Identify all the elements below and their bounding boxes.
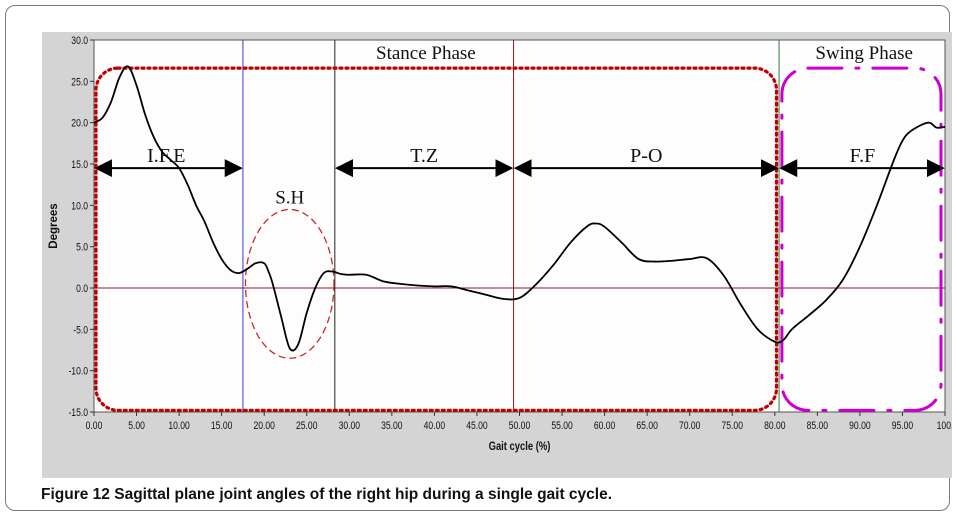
y-tick-label: -5.0 — [73, 324, 88, 336]
caption-text: Sagittal plane joint angles of the right… — [114, 486, 613, 503]
y-tick-label: 25.0 — [71, 76, 88, 88]
x-tick-label: 25.00 — [296, 420, 318, 432]
x-tick-label: 55.00 — [551, 420, 573, 432]
y-tick-label: -15.0 — [68, 407, 88, 419]
y-tick-label: 5.0 — [76, 242, 88, 254]
x-tick-label: 10.00 — [168, 420, 190, 432]
caption-label: Figure 12 — [41, 486, 110, 503]
y-tick-label: 10.0 — [71, 200, 88, 212]
x-tick-label: 0.00 — [86, 420, 103, 432]
figure-caption: Figure 12 Sagittal plane joint angles of… — [41, 486, 612, 504]
x-tick-label: 65.00 — [636, 420, 658, 432]
segment-label: P-O — [630, 145, 662, 167]
x-tick-label: 15.00 — [211, 420, 233, 432]
x-tick-label: 90.00 — [849, 420, 871, 432]
x-tick-label: 100. — [937, 420, 952, 432]
figure-frame: 30.0 25.0 20.0 15.0 10.0 5.0 0.0 -5.0 -10.0 -15.0… — [5, 5, 952, 511]
hip-angle-line — [93, 65, 946, 352]
x-tick-label: 40.00 — [424, 420, 446, 432]
sh-label: S.H — [275, 187, 304, 208]
x-tick-label: 35.00 — [381, 420, 403, 432]
y-axis-label: Degrees — [48, 203, 60, 248]
y-tick-label: 15.0 — [71, 159, 88, 171]
x-tick-label: 30.00 — [339, 420, 361, 432]
x-tick-label: 95.00 — [892, 420, 914, 432]
x-tick-label: 70.00 — [679, 420, 701, 432]
phase-title: Swing Phase — [815, 43, 913, 64]
chart-panel: 30.0 25.0 20.0 15.0 10.0 5.0 0.0 -5.0 -10.0 -15.0… — [42, 32, 952, 478]
swing-region-outline — [780, 66, 943, 412]
y-tick-label: 30.0 — [71, 35, 88, 47]
x-tick-label: 50.00 — [509, 420, 531, 432]
y-tick-label: -10.0 — [68, 366, 88, 378]
x-tick-label: 80.00 — [764, 420, 786, 432]
x-axis-label: Gait cycle (%) — [489, 440, 551, 453]
y-tick-label: 0.0 — [76, 283, 88, 295]
x-tick-label: 5.00 — [128, 420, 145, 432]
x-tick-label: 60.00 — [594, 420, 616, 432]
x-tick-label: 45.00 — [466, 420, 488, 432]
x-tick-label: 20.00 — [253, 420, 275, 432]
phase-title: Stance Phase — [376, 43, 476, 64]
gait-chart: 30.0 25.0 20.0 15.0 10.0 5.0 0.0 -5.0 -10.0 -15.0… — [48, 35, 952, 453]
plot-area — [93, 39, 946, 413]
x-tick-label: 85.00 — [807, 420, 829, 432]
stance-region-outline — [94, 66, 779, 412]
segment-label: F.F — [850, 145, 876, 167]
segment-label: T.Z — [410, 145, 438, 167]
sh-ellipse — [244, 208, 335, 359]
y-tick-label: 20.0 — [71, 118, 88, 130]
x-tick-label: 75.00 — [722, 420, 744, 432]
